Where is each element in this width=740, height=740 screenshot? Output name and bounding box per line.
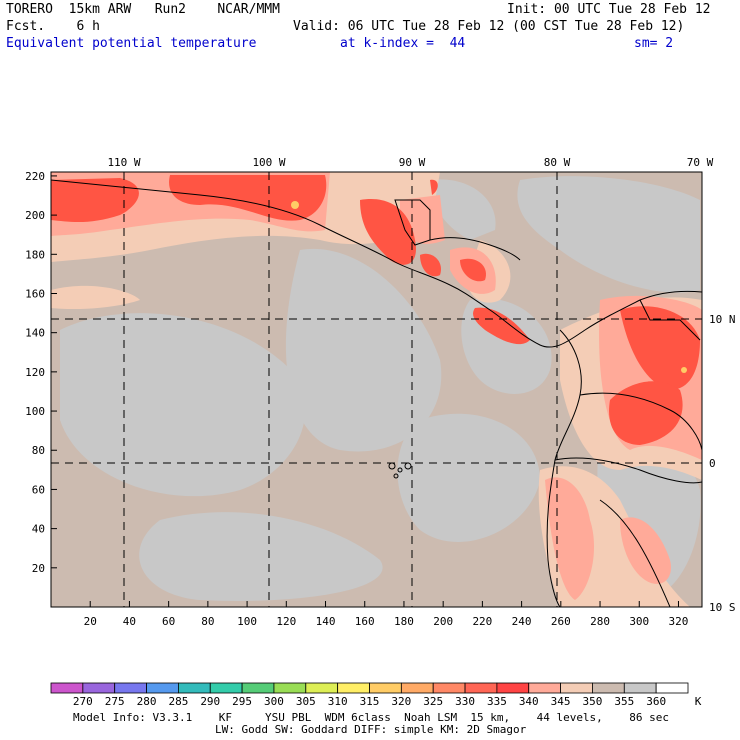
color-bar-label: 345 (551, 695, 571, 708)
init-time: Init: 00 UTC Tue 28 Feb 12 (507, 2, 711, 17)
lat-label-10n: 10 N (709, 313, 736, 326)
color-bar-swatch (655, 682, 689, 694)
color-bar-swatch (400, 682, 434, 694)
lon-label-100w: 100 W (252, 156, 285, 169)
plot-frame (50, 171, 703, 608)
color-bar-swatch (369, 682, 402, 694)
color-bar-labels: 270 275 280 285 290 295 300 305 310 315 320 325 330 3… (73, 695, 666, 708)
color-bar-label: 290 (200, 695, 220, 708)
lat-label-0: 0 (709, 457, 716, 470)
color-bar-swatch (464, 682, 498, 694)
color-bar-label: 360 (646, 695, 666, 708)
model-info-line2: LW: Godd SW: Goddard DIFF: simple KM: 2D… (215, 723, 527, 736)
x-tick-label: 80 (201, 615, 214, 628)
color-bar-label: 300 (264, 695, 284, 708)
y-tick-label: 220 (25, 170, 45, 183)
x-tick-label: 240 (512, 615, 532, 628)
color-bar-swatch (50, 682, 84, 694)
color-bar-swatch (496, 682, 530, 694)
x-tick-label: 160 (355, 615, 375, 628)
lat-lon-grid (51, 172, 702, 607)
color-bar-label: 270 (73, 695, 93, 708)
y-tick-label: 120 (25, 366, 45, 379)
color-bar-label: 310 (328, 695, 348, 708)
lon-label-110w: 110 W (107, 156, 140, 169)
field-shading (51, 172, 702, 607)
color-bar-label: 355 (614, 695, 634, 708)
y-tick-label: 80 (32, 444, 45, 457)
model-title: TORERO 15km ARW Run2 NCAR/MMM (6, 2, 280, 17)
forecast-hour: Fcst. 6 h (6, 19, 100, 34)
longitude-labels: 110 W 100 W 90 W 80 W 70 W (107, 156, 713, 169)
color-bar-label: 320 (391, 695, 411, 708)
y-tick-label: 100 (25, 405, 45, 418)
x-tick-label: 280 (590, 615, 610, 628)
color-bar-swatch (337, 682, 370, 694)
y-tick-label: 200 (25, 209, 45, 222)
x-tick-label: 60 (162, 615, 175, 628)
color-bar-swatch (82, 682, 116, 694)
y-tick-label: 180 (25, 248, 45, 261)
x-tick-label: 320 (669, 615, 689, 628)
latitude-labels: 10 N 0 10 S (709, 313, 736, 614)
coastlines (51, 179, 702, 607)
y-tick-label: 60 (32, 483, 45, 496)
x-tick-label: 120 (276, 615, 296, 628)
color-bar-swatch (273, 682, 307, 694)
x-tick-label: 140 (316, 615, 336, 628)
color-bar-unit: K (695, 695, 702, 708)
color-bar-swatch (209, 682, 243, 694)
color-bar-label: 280 (137, 695, 157, 708)
color-bar-label: 330 (455, 695, 475, 708)
x-tick-label: 260 (551, 615, 571, 628)
color-bar-swatch (623, 682, 657, 694)
x-tick-label: 40 (123, 615, 136, 628)
color-bar-label: 340 (519, 695, 539, 708)
lon-label-80w: 80 W (544, 156, 571, 169)
color-bar-label: 315 (360, 695, 380, 708)
x-axis-ticks: 20 40 60 80 100 120 140 160 180 200 220 240 260 280 30… (84, 601, 689, 628)
color-bar-swatch (146, 682, 179, 694)
color-bar-label: 295 (232, 695, 252, 708)
lat-label-10s: 10 S (709, 601, 736, 614)
x-tick-label: 100 (237, 615, 257, 628)
color-bar-label: 275 (105, 695, 125, 708)
x-tick-label: 200 (433, 615, 453, 628)
color-bar-swatch (560, 682, 593, 694)
y-axis-ticks: 20 40 60 80 100 120 140 160 180 200 220 (25, 170, 57, 575)
color-bar-label: 305 (296, 695, 316, 708)
k-index-label: at k-index = 44 (340, 36, 466, 51)
x-tick-label: 300 (629, 615, 649, 628)
color-bar-swatch (432, 682, 466, 694)
model-info-line1: Model Info: V3.3.1 KF YSU PBL WDM 6class… (73, 711, 670, 724)
color-bar-label: 285 (168, 695, 188, 708)
color-bar-label: 325 (423, 695, 443, 708)
lon-label-90w: 90 W (399, 156, 426, 169)
smoothing-label: sm= 2 (634, 36, 674, 51)
color-bar-label: 350 (583, 695, 603, 708)
color-bar-swatch (177, 682, 211, 694)
y-tick-label: 160 (25, 287, 45, 300)
color-bar-swatch (528, 682, 562, 694)
color-bar-swatch (592, 682, 625, 694)
x-tick-label: 220 (472, 615, 492, 628)
color-bar (50, 682, 689, 694)
lon-label-70w: 70 W (687, 156, 714, 169)
color-bar-swatch (305, 682, 339, 694)
x-tick-label: 180 (394, 615, 414, 628)
field-name: Equivalent potential temperature (6, 36, 257, 51)
x-tick-label: 20 (84, 615, 97, 628)
valid-time: Valid: 06 UTC Tue 28 Feb 12 (00 CST Tue … (293, 19, 685, 34)
y-tick-label: 20 (32, 562, 45, 575)
color-bar-label: 335 (487, 695, 507, 708)
color-bar-swatch (241, 682, 275, 694)
y-tick-label: 140 (25, 327, 45, 340)
y-tick-label: 40 (32, 523, 45, 536)
color-bar-swatch (114, 682, 147, 694)
